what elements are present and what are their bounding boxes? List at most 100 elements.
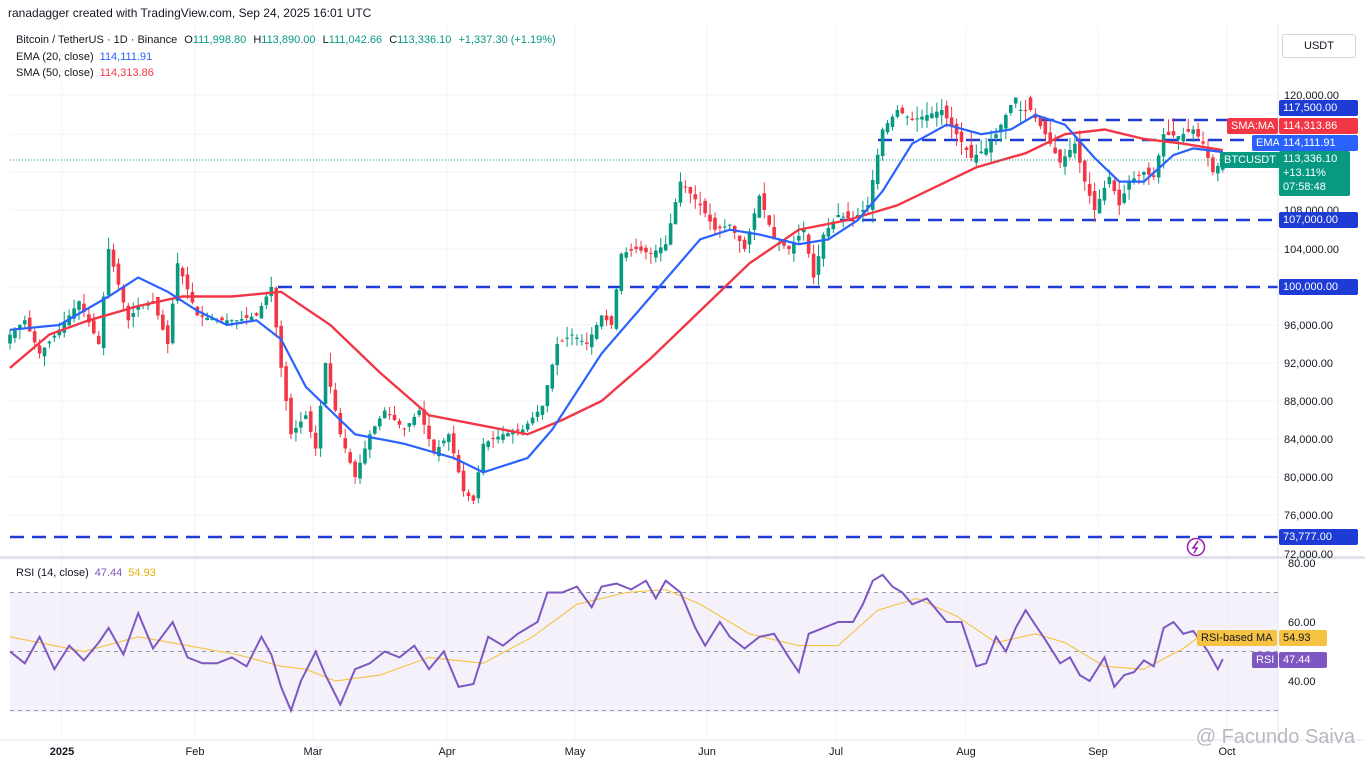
candle-body [949,117,954,127]
alert-icon[interactable] [1186,537,1206,557]
candle-body [1216,165,1220,174]
candle-body [925,115,929,121]
candle-body [589,334,594,348]
candle-body [1132,178,1136,183]
candle-body [116,263,121,285]
candle-body [318,405,323,449]
candle-body [244,315,249,318]
candle-body [816,256,821,275]
candle-body [205,317,209,320]
candle-body [313,432,318,449]
btc-tag-countdown: 07:58:48 [1283,181,1326,193]
candle-body [8,334,12,344]
candle-body [1092,190,1097,210]
rsi-axis: 80.00 60.00 40.00 [1288,558,1316,688]
candle-body [338,412,343,435]
candle-body [308,411,313,432]
candle-body [52,335,57,338]
rsi-legend[interactable]: RSI (14, close) 47.44 54.93 [16,567,156,579]
rsi-tag-value: 47.44 [1279,652,1327,668]
candle-body [353,461,357,477]
candle-body [279,325,283,368]
candle-body [156,296,160,316]
candle-body [175,263,180,301]
candle-body [565,337,569,339]
candle-body [619,253,624,291]
candle-body [1068,150,1072,158]
ema-value: 114,111.91 [99,51,153,63]
candle-body [639,246,643,251]
candle-body [663,244,668,251]
candle-body [1008,105,1013,114]
ema-label: EMA (20, close) [16,51,94,63]
candle-body [343,438,348,449]
candle-body [1053,147,1057,154]
rsi-label: RSI (14, close) [16,567,89,579]
candle-body [560,340,564,342]
candle-body [594,325,599,339]
candle-body [57,329,62,336]
candle-body [747,231,752,245]
candle-body [866,205,870,208]
candle-body [491,438,495,440]
pane-separator [0,556,1365,559]
low-value: 111,042.66 [328,34,383,46]
candle-body [693,194,698,200]
candle-body [698,203,702,206]
candle-body [1147,167,1151,175]
candle-body [668,223,673,245]
candle-body [323,363,328,404]
candle-body [535,411,540,417]
candle-body [387,414,392,416]
candle-body [96,335,101,344]
candle-body [974,154,979,163]
candle-body [358,462,362,479]
sma-label: SMA (50, close) [16,67,94,79]
candle-body [713,217,717,230]
candle-body [520,429,525,435]
candle-body [432,439,436,454]
candle-body [718,226,722,229]
time-tick-label: Jul [829,746,843,758]
candle-body [654,250,658,258]
candle-body [42,347,47,357]
candle-body [501,434,505,440]
symbol-legend[interactable]: Bitcoin / TetherUS · 1D · Binance O111,9… [16,34,556,46]
candle-body [826,228,831,237]
candle-body [111,249,116,267]
candle-body [1097,198,1102,214]
candle-body [1117,189,1122,206]
candle-body [368,434,372,450]
rsi-band [10,593,1278,712]
currency-button[interactable]: USDT [1282,34,1356,58]
candle-body [417,410,421,415]
high-value: 113,890.00 [261,34,316,46]
price-tick-label: 92,000.00 [1284,358,1333,370]
sma-tag-value: 114,313.86 [1279,118,1358,134]
candle-body [609,316,614,325]
candle-body [540,405,545,416]
horizontal-levels [10,118,1278,539]
candle-body [767,215,772,225]
candle-body [126,305,131,321]
candle-body [200,315,205,317]
ema-20-line [9,113,1223,474]
candle-body [506,433,510,437]
candle-body [1082,160,1087,182]
candle-body [92,320,96,334]
candle-body [1063,156,1067,167]
level-tag-73777: 73,777.00 [1279,529,1358,545]
candle-body [32,331,37,343]
candle-body [471,495,476,501]
ema-legend[interactable]: EMA (20, close) 114,111.91 [16,51,152,63]
candle-body [1186,128,1191,132]
sma-legend[interactable]: SMA (50, close) 114,313.86 [16,67,154,79]
candle-body [1013,97,1018,104]
candle-body [481,443,486,473]
candle-body [1122,193,1126,203]
candle-body [1038,117,1043,127]
candle-body [1161,134,1166,157]
candle-body [136,306,140,310]
candle-body [1004,115,1008,129]
watermark-text: @ Facundo Saiva [1195,726,1355,748]
